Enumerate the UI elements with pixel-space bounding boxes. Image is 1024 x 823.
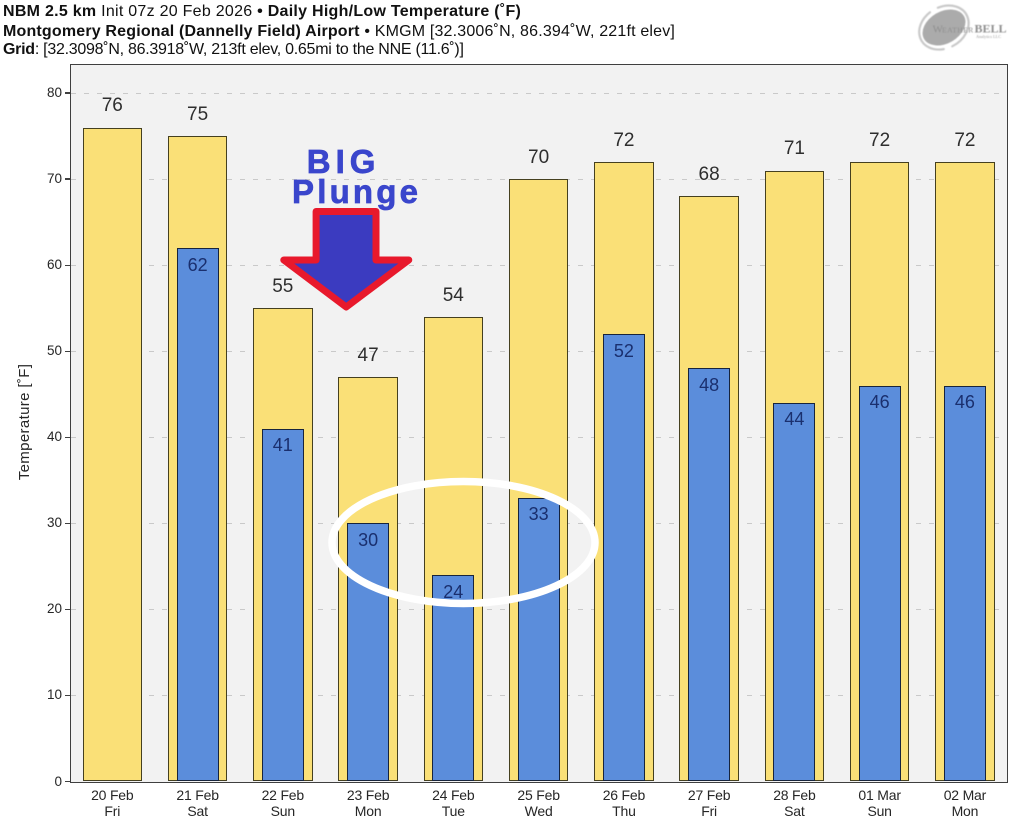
svg-text:W: W bbox=[933, 24, 944, 36]
svg-text:BELL: BELL bbox=[975, 22, 1007, 36]
svg-text:EATHER: EATHER bbox=[942, 26, 974, 35]
svg-text:Analytics LLC: Analytics LLC bbox=[976, 34, 1001, 39]
